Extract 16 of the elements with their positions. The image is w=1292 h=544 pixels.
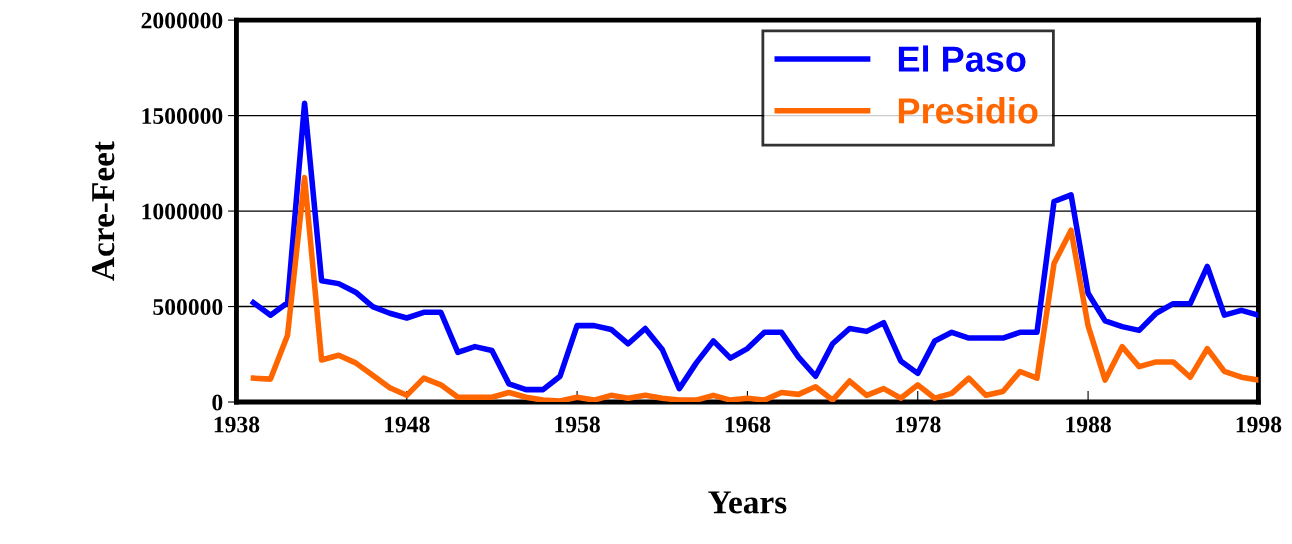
y-tick-label: 2000000 <box>141 12 223 29</box>
y-tick-label: 1500000 <box>142 108 223 125</box>
y-tick-label: 1000000 <box>142 203 223 220</box>
x-tick-label: 1978 <box>896 416 941 433</box>
y-tick-label: 0 <box>212 394 223 411</box>
x-tick-label: 1948 <box>385 416 430 433</box>
y-axis-title: Acre-Feet <box>92 141 115 281</box>
legend-label: El Paso <box>898 45 1026 72</box>
x-tick-label: 1988 <box>1066 416 1111 433</box>
x-axis-title: Years <box>708 491 787 514</box>
y-tick-label: 500000 <box>153 299 223 315</box>
x-tick-label: 1968 <box>725 416 771 433</box>
x-tick-label: 1998 <box>1236 416 1282 433</box>
x-tick-label: 1958 <box>555 416 600 433</box>
x-tick-label: 1938 <box>214 416 260 433</box>
legend-label: Presidio <box>898 97 1038 124</box>
